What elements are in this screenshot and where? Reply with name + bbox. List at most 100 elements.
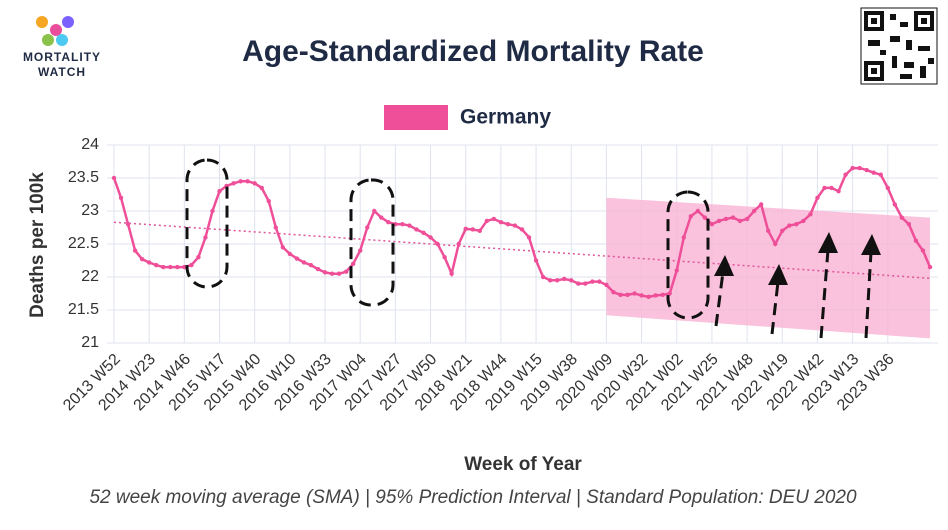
data-point bbox=[667, 291, 672, 296]
data-point bbox=[843, 172, 848, 177]
data-point bbox=[920, 248, 926, 253]
data-point bbox=[442, 255, 447, 260]
data-point bbox=[569, 278, 574, 283]
data-point bbox=[449, 271, 454, 276]
data-point bbox=[780, 228, 785, 233]
data-point bbox=[864, 167, 869, 173]
data-point bbox=[751, 208, 757, 214]
data-point bbox=[674, 268, 679, 273]
data-point bbox=[477, 228, 482, 233]
logo-icon bbox=[36, 16, 74, 46]
subtitle: 52 week moving average (SMA) | 95% Predi… bbox=[89, 487, 857, 508]
data-point bbox=[618, 292, 623, 298]
data-point bbox=[723, 216, 729, 222]
legend-label: Germany bbox=[460, 106, 551, 129]
data-point bbox=[547, 278, 553, 283]
data-point bbox=[681, 235, 686, 240]
data-point bbox=[491, 216, 497, 222]
data-point bbox=[266, 198, 271, 204]
data-point bbox=[815, 195, 820, 200]
data-point bbox=[336, 271, 342, 276]
data-point bbox=[428, 235, 433, 240]
data-point bbox=[576, 281, 581, 286]
y-tick-label: 23 bbox=[81, 202, 99, 219]
y-tick-label: 22.5 bbox=[68, 235, 99, 252]
data-point bbox=[885, 185, 890, 191]
data-point bbox=[822, 185, 827, 191]
y-tick-label: 22 bbox=[81, 268, 99, 285]
data-point bbox=[758, 202, 764, 207]
qr-code bbox=[860, 7, 938, 85]
data-point bbox=[217, 189, 222, 194]
data-point bbox=[794, 222, 799, 227]
data-point bbox=[315, 266, 321, 272]
data-point bbox=[470, 227, 475, 232]
data-point bbox=[386, 220, 391, 225]
data-point bbox=[927, 264, 933, 270]
data-point bbox=[766, 228, 771, 233]
data-point bbox=[111, 175, 117, 181]
data-point bbox=[533, 258, 539, 263]
data-point bbox=[632, 291, 637, 296]
data-point bbox=[456, 241, 461, 247]
legend-swatch bbox=[384, 105, 448, 130]
data-point bbox=[196, 255, 201, 260]
data-point bbox=[526, 235, 532, 240]
data-point bbox=[379, 215, 384, 220]
data-point bbox=[829, 185, 834, 191]
data-point bbox=[498, 220, 504, 225]
y-tick-label: 21.5 bbox=[68, 301, 99, 318]
logo-text: WATCH bbox=[38, 65, 86, 79]
annotations bbox=[185, 158, 873, 339]
data-point bbox=[519, 227, 525, 232]
data-point bbox=[435, 241, 440, 247]
data-point bbox=[273, 225, 278, 230]
data-point bbox=[597, 279, 602, 284]
arrow-heads bbox=[714, 232, 881, 285]
data-point bbox=[773, 241, 778, 247]
data-point bbox=[231, 181, 236, 186]
legend: Germany bbox=[384, 105, 551, 130]
data-point bbox=[653, 293, 658, 298]
data-point bbox=[899, 215, 905, 220]
data-point bbox=[343, 269, 349, 274]
data-point bbox=[259, 185, 264, 191]
data-point bbox=[463, 226, 468, 232]
data-point bbox=[583, 281, 588, 286]
data-point bbox=[118, 195, 124, 200]
data-point bbox=[505, 222, 511, 227]
data-point bbox=[716, 218, 722, 224]
data-point bbox=[590, 279, 595, 284]
data-point bbox=[146, 260, 152, 265]
data-point bbox=[801, 218, 806, 224]
data-point bbox=[329, 271, 335, 276]
data-point bbox=[252, 181, 257, 186]
x-axis-label: Week of Year bbox=[464, 454, 582, 475]
data-point bbox=[850, 165, 855, 171]
data-point bbox=[238, 179, 243, 184]
data-point bbox=[871, 170, 876, 175]
data-point bbox=[203, 235, 208, 240]
data-point bbox=[857, 165, 862, 171]
prediction-interval bbox=[606, 197, 930, 339]
trend-line bbox=[113, 221, 931, 280]
data-point bbox=[421, 230, 426, 235]
data-point bbox=[787, 223, 792, 228]
data-point bbox=[625, 292, 630, 298]
data-point bbox=[484, 218, 490, 224]
data-point bbox=[562, 276, 567, 282]
y-tick-label: 21 bbox=[81, 334, 99, 351]
data-point bbox=[709, 222, 715, 227]
data-point bbox=[168, 264, 173, 270]
data-point bbox=[350, 261, 356, 266]
data-point bbox=[611, 289, 616, 295]
chart-title: Age-Standardized Mortality Rate bbox=[242, 35, 704, 68]
data-point bbox=[407, 223, 412, 228]
y-tick-label: 23.5 bbox=[68, 169, 99, 186]
data-point bbox=[358, 248, 363, 253]
data-point bbox=[161, 264, 166, 270]
data-point bbox=[512, 223, 518, 228]
data-point bbox=[688, 214, 694, 219]
data-point bbox=[604, 282, 609, 288]
